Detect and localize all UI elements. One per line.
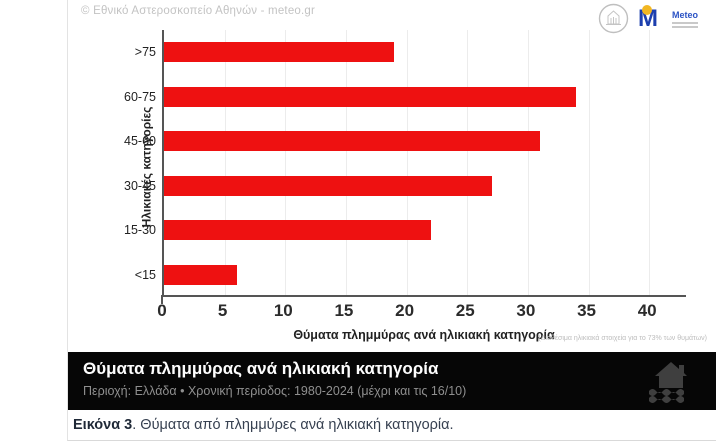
figure-cell: © Εθνικό Αστεροσκοπείο Αθηνών - meteo.gr… [67,0,716,441]
bar-<15 [164,264,237,285]
meteo-dot-icon [642,5,652,15]
gridline [649,30,651,295]
bar->75 [164,42,395,63]
x-tick-label: 35 [577,301,596,320]
plot-area [162,30,686,297]
meteo-wordmark: Meteo [672,10,699,20]
bar-45-60 [164,131,541,152]
banner-title: Θύματα πλημμύρας ανά ηλικιακή κατηγορία [83,359,439,378]
x-axis-ticks: 0 5 10 15 20 25 30 35 40 [157,301,702,323]
x-tick-label: 15 [334,301,354,320]
bar-30-45 [164,175,492,196]
x-tick-label: 10 [273,301,293,320]
x-tick-label: 0 [157,301,167,320]
gridline [224,30,226,295]
bar-60-75 [164,86,577,107]
meteo-logo: M Meteo [638,4,714,34]
figure-caption-label: Εικόνα 3 [73,417,133,433]
x-tick-label: 25 [455,301,475,320]
observatory-seal-icon [598,3,629,34]
gridline [527,30,529,295]
chart-banner: Θύματα πλημμύρας ανά ηλικιακή κατηγορία … [68,352,716,410]
bar-15-30 [164,220,431,241]
meteo-tagline [672,22,698,30]
y-tick-label: 60-75 [124,89,156,104]
gridline [285,30,287,295]
figure-caption: Εικόνα 3. Θύματα από πλημμύρες ανά ηλικι… [73,417,454,433]
x-tick-label: 20 [395,301,415,320]
gridline [467,30,469,295]
gridline [406,30,408,295]
gridline [588,30,590,295]
banner-subtitle: Περιοχή: Ελλάδα • Χρονική περίοδος: 1980… [83,384,467,398]
data-availability-note: (Διαθέσιμα ηλικιακά στοιχεία για το 73% … [538,335,707,342]
figure-caption-text: . Θύματα από πλημμύρες ανά ηλικιακή κατη… [132,417,454,433]
y-axis-labels: >75 60-75 45-60 30-45 15-30 <15 [68,30,156,297]
y-tick-label: 45-60 [124,134,156,149]
y-tick-label: <15 [134,267,156,282]
x-axis-zero-tick [161,295,163,304]
gridline [345,30,347,295]
y-tick-label: >75 [134,45,156,60]
flood-house-icon [641,358,699,409]
copyright-text: © Εθνικό Αστεροσκοπείο Αθηνών - meteo.gr [81,5,316,17]
y-tick-label: 30-45 [124,178,156,193]
y-tick-label: 15-30 [124,223,156,238]
x-tick-label: 5 [217,301,228,320]
x-tick-label: 40 [637,301,657,320]
x-tick-label: 30 [516,301,536,320]
x-axis-title: Θύματα πλημμύρας ανά ηλικιακή κατηγορία [293,328,555,342]
